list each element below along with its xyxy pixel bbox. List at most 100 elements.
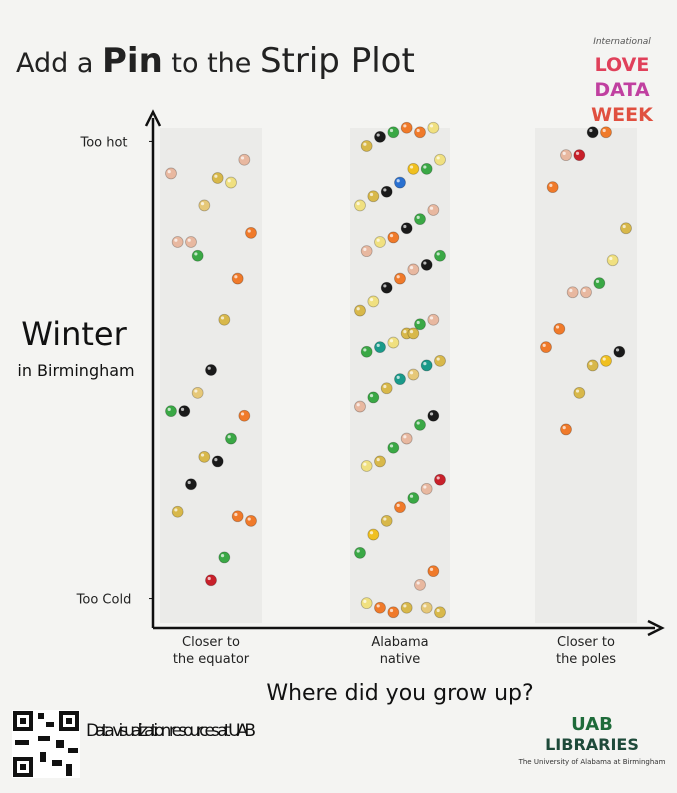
pin-highlight bbox=[220, 316, 225, 320]
pin-highlight bbox=[376, 604, 380, 608]
pin bbox=[427, 204, 440, 216]
pin bbox=[420, 601, 433, 614]
pin-highlight bbox=[575, 389, 580, 393]
pin bbox=[374, 601, 386, 614]
pin-highlight bbox=[383, 517, 387, 521]
pin bbox=[394, 373, 406, 386]
pin-highlight bbox=[234, 512, 238, 517]
qr-code bbox=[12, 710, 80, 778]
pin-highlight bbox=[429, 124, 434, 128]
pin bbox=[198, 199, 211, 212]
x-tick-label: Alabama native bbox=[371, 635, 429, 667]
pin-highlight bbox=[247, 517, 251, 521]
pin bbox=[205, 574, 217, 587]
pin bbox=[586, 126, 599, 139]
pin bbox=[225, 432, 237, 445]
pin-highlight bbox=[207, 576, 211, 581]
pin bbox=[394, 176, 406, 189]
pin-highlight bbox=[416, 320, 420, 325]
pin bbox=[231, 510, 244, 523]
pin-highlight bbox=[220, 554, 225, 558]
pin-highlight bbox=[363, 247, 367, 251]
pin-highlight bbox=[589, 362, 593, 366]
pin-highlight bbox=[602, 128, 606, 133]
title-part: Pin bbox=[102, 41, 163, 81]
title-part: Strip Plot bbox=[260, 41, 415, 81]
pin bbox=[427, 121, 440, 134]
pin bbox=[245, 226, 257, 239]
pin-highlight bbox=[240, 412, 245, 416]
pin bbox=[546, 181, 559, 194]
pin bbox=[387, 441, 400, 454]
pin bbox=[185, 478, 197, 491]
pin bbox=[593, 277, 606, 290]
badge-line: LOVE bbox=[595, 54, 650, 76]
pin bbox=[374, 341, 386, 354]
pin bbox=[171, 505, 184, 518]
pin bbox=[360, 460, 373, 472]
footer-text: Data visualization resources at UAB bbox=[86, 721, 256, 741]
pin-highlight bbox=[174, 238, 178, 242]
pin-highlight bbox=[562, 151, 566, 155]
pin-highlight bbox=[562, 426, 566, 430]
pin bbox=[198, 450, 211, 463]
pin bbox=[360, 245, 373, 258]
badge-line: DATA bbox=[594, 79, 649, 101]
pin-highlight bbox=[403, 435, 407, 439]
pin bbox=[238, 409, 251, 422]
pin-highlight bbox=[376, 458, 380, 462]
pin bbox=[191, 386, 204, 399]
pin bbox=[360, 140, 373, 152]
pin-highlight bbox=[436, 156, 440, 160]
pin-highlight bbox=[227, 435, 231, 439]
pin bbox=[414, 126, 426, 139]
pin bbox=[394, 272, 406, 285]
pin bbox=[387, 231, 400, 244]
pin bbox=[613, 345, 626, 358]
pin bbox=[414, 418, 426, 431]
pin bbox=[407, 327, 420, 340]
pin-highlight bbox=[403, 604, 407, 608]
pin bbox=[414, 578, 426, 591]
pin-highlight bbox=[622, 224, 626, 229]
pin-highlight bbox=[409, 165, 414, 169]
chart-title: Add a Pin to the Strip Plot bbox=[16, 41, 415, 81]
pin bbox=[580, 286, 592, 299]
pin bbox=[354, 199, 366, 212]
pin bbox=[367, 190, 380, 203]
pin bbox=[427, 409, 440, 422]
pin bbox=[427, 565, 440, 578]
pin bbox=[620, 222, 632, 235]
pin-highlight bbox=[389, 128, 394, 133]
pin-highlight bbox=[423, 261, 427, 265]
title-part: Add a bbox=[16, 48, 93, 79]
pin bbox=[165, 167, 177, 180]
pin-highlight bbox=[423, 165, 427, 169]
pin bbox=[374, 236, 386, 248]
pin bbox=[606, 254, 619, 267]
pin-highlight bbox=[356, 549, 360, 553]
pin bbox=[600, 126, 612, 139]
pin bbox=[566, 286, 579, 299]
pin bbox=[420, 482, 433, 495]
pin-highlight bbox=[187, 238, 191, 242]
pin bbox=[586, 359, 599, 372]
pin bbox=[420, 359, 433, 372]
pin-highlight bbox=[369, 298, 374, 302]
pin-highlight bbox=[396, 503, 400, 507]
pin-highlight bbox=[582, 288, 586, 293]
pin bbox=[400, 222, 413, 235]
pin-highlight bbox=[436, 357, 440, 361]
pin-highlight bbox=[609, 256, 613, 261]
pin-highlight bbox=[389, 339, 394, 343]
pin-highlight bbox=[589, 128, 593, 133]
pin bbox=[560, 149, 572, 162]
pin-highlight bbox=[595, 279, 600, 283]
pin-highlight bbox=[549, 183, 553, 187]
pin-highlight bbox=[416, 215, 420, 219]
badge-kicker: International bbox=[593, 37, 651, 47]
pin-highlight bbox=[214, 174, 218, 178]
pin-highlight bbox=[423, 485, 427, 489]
pin bbox=[367, 391, 380, 404]
